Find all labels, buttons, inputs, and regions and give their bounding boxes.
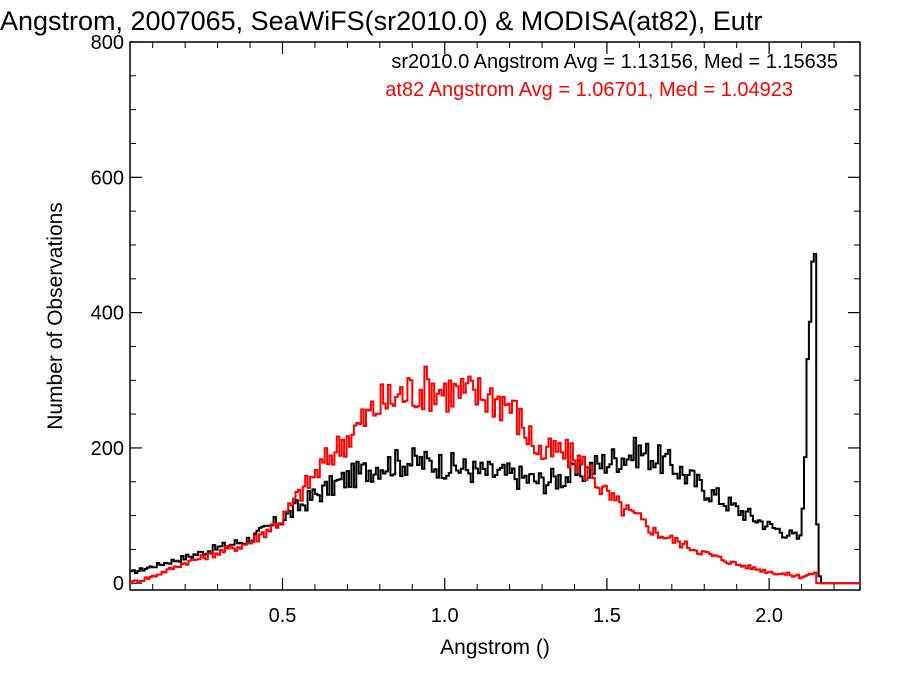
x-axis-label: Angstrom () <box>440 636 550 659</box>
series-line <box>130 252 860 585</box>
y-tick-label: 200 <box>91 438 124 460</box>
y-tick-label: 400 <box>91 303 124 325</box>
y-tick-label: 0 <box>113 573 124 595</box>
annotation-sr2010: sr2010.0 Angstrom Avg = 1.13156, Med = 1… <box>391 51 838 73</box>
chart-title: Angstrom, 2007065, SeaWiFS(sr2010.0) & M… <box>0 6 762 36</box>
series-line <box>130 365 860 585</box>
annotation-at82: at82 Angstrom Avg = 1.06701, Med = 1.049… <box>385 79 793 101</box>
y-tick-label: 600 <box>91 167 124 189</box>
x-tick-label: 2.0 <box>755 605 783 627</box>
plot-frame <box>129 41 861 591</box>
x-tick-label: 0.5 <box>269 605 297 627</box>
x-tick-label: 1.5 <box>593 605 621 627</box>
y-tick-label: 800 <box>91 32 124 54</box>
y-axis-label: Number of Observations <box>44 202 67 430</box>
x-tick-label: 1.0 <box>431 605 459 627</box>
